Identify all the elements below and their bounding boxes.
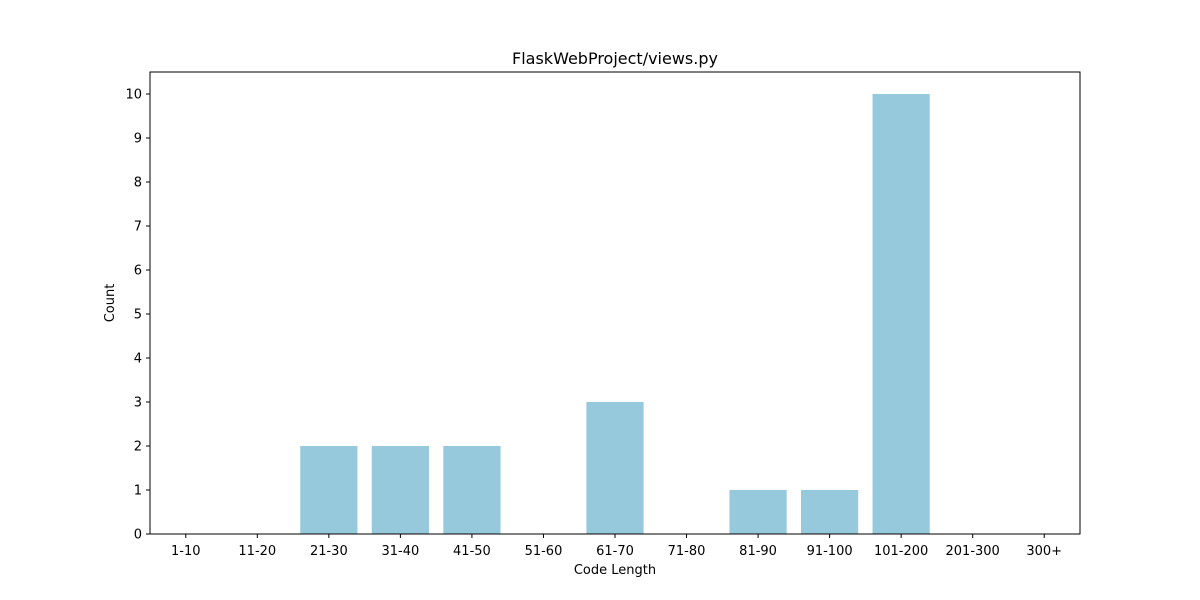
x-tick-label: 300+ — [1026, 544, 1062, 559]
y-tick-label: 5 — [134, 308, 142, 323]
y-tick-label: 4 — [134, 352, 142, 367]
bars-layer — [300, 94, 930, 534]
x-tick-label: 201-300 — [946, 544, 1000, 559]
bar-41-50 — [443, 446, 501, 534]
x-tick-label: 71-80 — [668, 544, 706, 559]
bar-31-40 — [371, 446, 429, 534]
ticks-layer: 1-10 11-20 21-30 31-40 41-50 51-60 61-70 71-80 8… — [125, 88, 1062, 560]
bar-101-200 — [872, 94, 930, 534]
x-tick-label: 51-60 — [525, 544, 563, 559]
bar-91-100 — [801, 490, 859, 534]
y-tick-label: 8 — [134, 176, 142, 191]
x-axis-label: Code Length — [574, 563, 656, 578]
y-tick-label: 3 — [134, 396, 142, 411]
x-tick-label: 21-30 — [310, 544, 348, 559]
x-tick-label: 11-20 — [238, 544, 276, 559]
bar-21-30 — [300, 446, 358, 534]
plot-area-frame — [149, 71, 1081, 535]
x-tick-label: 101-200 — [874, 544, 928, 559]
bar-81-90 — [729, 490, 787, 534]
y-tick-label: 9 — [134, 132, 142, 147]
y-axis-label: Count — [103, 284, 118, 323]
y-tick-label: 7 — [134, 220, 142, 235]
x-tick-label: 1-10 — [171, 544, 201, 559]
x-tick-label: 81-90 — [739, 544, 777, 559]
x-tick-label: 41-50 — [453, 544, 491, 559]
x-tick-label: 61-70 — [596, 544, 634, 559]
y-tick-label: 6 — [134, 264, 142, 279]
x-tick-label: 31-40 — [381, 544, 419, 559]
y-tick-label: 10 — [125, 88, 142, 103]
y-tick-label: 1 — [134, 484, 142, 499]
y-tick-label: 0 — [134, 528, 142, 543]
chart-title: FlaskWebProject/views.py — [512, 49, 718, 68]
y-tick-label: 2 — [134, 440, 142, 455]
x-tick-label: 91-100 — [807, 544, 853, 559]
bar-61-70 — [586, 402, 644, 534]
